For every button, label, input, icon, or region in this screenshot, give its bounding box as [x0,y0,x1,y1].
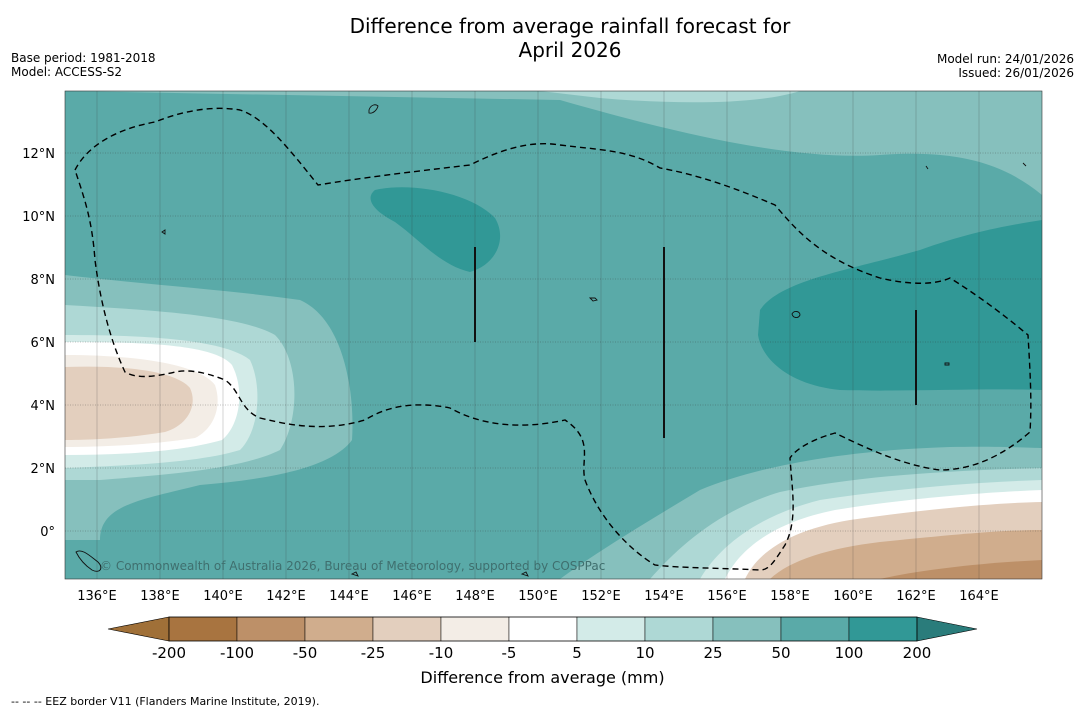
colorbar-tick: 5 [572,644,582,662]
map-area: © Commonwealth of Australia 2026, Bureau… [65,91,1042,579]
lon-label: 144°E [329,589,369,604]
lon-label: 140°E [203,589,243,604]
model-info: Base period: 1981-2018 Model: ACCESS-S2 [11,51,156,79]
colorbar-frame [168,616,918,642]
colorbar-ticks: -200 -100 -50 -25 -10 -5 5 10 25 50 100 … [152,644,931,662]
north-band-10-25 [540,91,800,103]
colorbar-title: Difference from average (mm) [420,668,665,687]
lat-label: 8°N [31,273,56,288]
colorbar-cells [168,616,918,642]
colorbar-cell [304,616,374,642]
title-line-1: Difference from average rainfall forecas… [349,14,791,38]
central-wet-blob [370,187,501,272]
west-dry-core [65,366,193,440]
lat-label: 6°N [31,336,56,351]
islands [75,104,1027,577]
colorbar-cell [848,616,918,642]
colorbar-high-arrow [916,616,978,642]
colorbar-low-arrow [107,616,170,642]
lat-label: 2°N [31,462,56,477]
eez-footnote: -- -- -- EEZ border V11 (Flanders Marine… [11,695,320,708]
lon-label: 152°E [581,589,621,604]
colorbar-tick: -50 [293,644,318,662]
lon-label: 160°E [833,589,873,604]
lat-label: 0° [40,525,55,540]
eastern-wet-blob [758,220,1042,391]
map-frame [64,90,1043,580]
lon-label: 136°E [77,589,117,604]
lon-label: 146°E [392,589,432,604]
title-line-2: April 2026 [518,38,622,62]
colorbar-cell [236,616,306,642]
issued-date: Issued: 26/01/2026 [958,66,1074,80]
colorbar-cell [780,616,850,642]
colorbar-cell [168,616,238,642]
colorbar-tick: -10 [429,644,454,662]
colorbar: -200 -100 -50 -25 -10 -5 5 10 25 50 100 … [107,616,978,662]
eez-border [74,107,1032,571]
colorbar-tick: 200 [903,644,932,662]
colorbar-cell [712,616,782,642]
lat-label: 12°N [22,147,55,162]
colorbar-tick: -200 [152,644,186,662]
lat-label: 10°N [22,210,55,225]
colorbar-cell [644,616,714,642]
map-title: Difference from average rainfall forecas… [270,14,870,62]
lon-label: 158°E [770,589,810,604]
model-name: Model: ACCESS-S2 [11,65,123,79]
lon-label: 162°E [896,589,936,604]
colorbar-tick: -100 [220,644,254,662]
lon-label: 138°E [140,589,180,604]
colorbar-tick: 25 [703,644,722,662]
latitude-labels: 12°N 10°N 8°N 6°N 4°N 2°N 0° [22,147,55,540]
run-info: Model run: 24/01/2026 Issued: 26/01/2026 [937,52,1074,80]
lat-label: 4°N [31,399,56,414]
colorbar-tick: 100 [835,644,864,662]
se-dry-core [880,560,1042,579]
colorbar-tick: 10 [635,644,654,662]
base-period: Base period: 1981-2018 [11,51,156,65]
lon-label: 142°E [266,589,306,604]
colorbar-tick: 50 [771,644,790,662]
model-run: Model run: 24/01/2026 [936,52,1074,66]
lon-label: 154°E [644,589,684,604]
lon-label: 156°E [707,589,747,604]
colorbar-cell [576,616,646,642]
longitude-labels: 136°E 138°E 140°E 142°E 144°E 146°E 148°… [77,589,999,604]
colorbar-tick: -5 [502,644,517,662]
lon-label: 164°E [959,589,999,604]
lon-label: 150°E [518,589,558,604]
colorbar-cell [372,616,442,642]
colorbar-cell [508,616,578,642]
lon-label: 148°E [455,589,495,604]
colorbar-tick: -25 [361,644,386,662]
north-band-25-50 [65,91,1042,195]
copyright-credit: © Commonwealth of Australia 2026, Bureau… [100,559,605,573]
graticule [65,152,1042,532]
colorbar-cell [440,616,510,642]
